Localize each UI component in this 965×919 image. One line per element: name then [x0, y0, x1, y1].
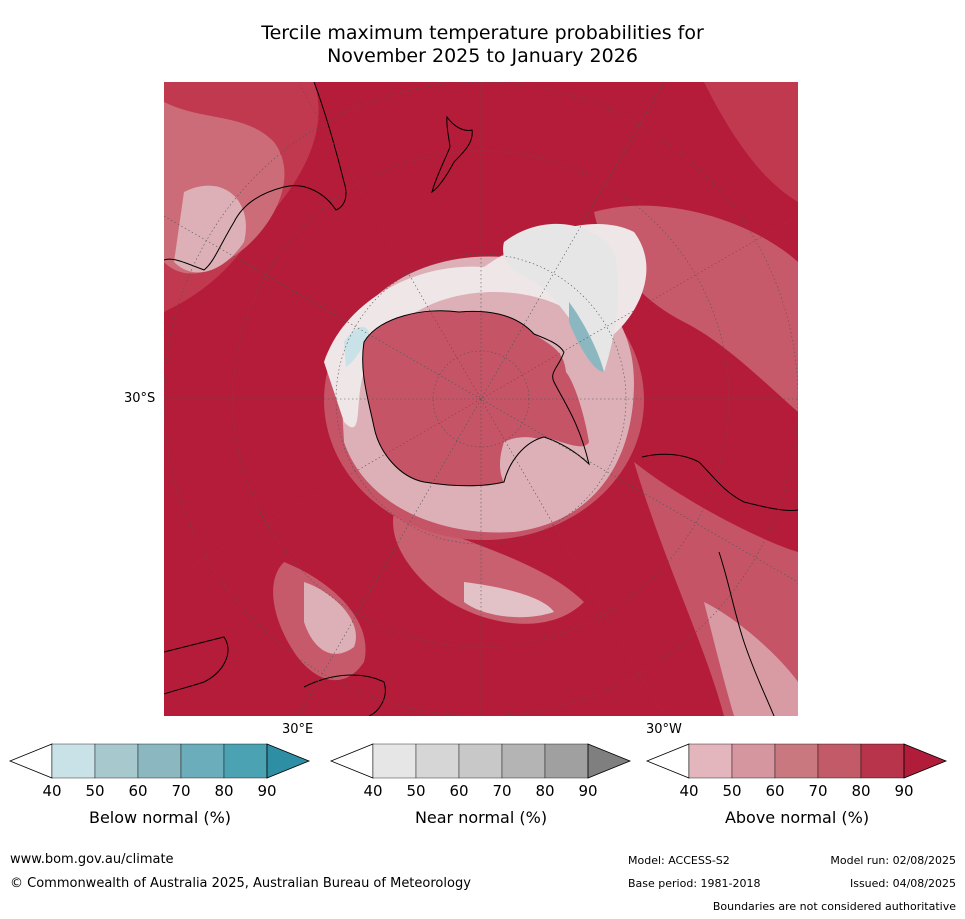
above-normal-70-band [393, 512, 584, 624]
colorbar-below-tick: 60 [128, 782, 148, 800]
antarctic-peninsula-region [499, 437, 569, 492]
footer-model-run: Model run: 02/08/2025 [830, 854, 956, 867]
colorbar-above-max-arrow [903, 743, 948, 779]
lon-label-30w: 30°W [646, 722, 682, 737]
colorbar-above-segment [860, 743, 905, 779]
colorbar-above-segment [688, 743, 733, 779]
colorbar-legend [8, 743, 948, 779]
colorbar-below-segment [51, 743, 96, 779]
colorbar-above-segment [817, 743, 862, 779]
colorbar-below-tick: 70 [171, 782, 191, 800]
colorbar-above-segment [731, 743, 776, 779]
below-normal-patch [569, 302, 604, 372]
graticule-circle-60s [335, 253, 627, 545]
above-normal-60-patch [174, 185, 246, 273]
footer-base-period: Base period: 1981-2018 [628, 877, 761, 890]
colorbar-near-segment [415, 743, 460, 779]
colorbar-near-min-arrow [329, 743, 374, 779]
colorbar-above-tick: 80 [851, 782, 871, 800]
colorbar-near-tick: 70 [492, 782, 512, 800]
below-normal-patch-w [344, 326, 369, 367]
colorbar-label-near: Near normal (%) [414, 808, 548, 827]
colorbar-above-min-arrow [645, 743, 690, 779]
colorbar-below-tick: 40 [42, 782, 62, 800]
colorbar-below-segment [180, 743, 225, 779]
title-line-2: November 2025 to January 2026 [327, 45, 638, 67]
colorbar-below-tick: 90 [257, 782, 277, 800]
colorbar-near-segment [501, 743, 546, 779]
colorbar-near-tick: 50 [406, 782, 426, 800]
probability-map [164, 82, 798, 716]
australia-coastline [164, 82, 347, 271]
map-title: Tercile maximum temperature probabilitie… [0, 22, 965, 68]
colorbar-below-segment [94, 743, 139, 779]
colorbar-near-segment [372, 743, 417, 779]
colorbar-above-tick: 60 [765, 782, 785, 800]
colorbar-label-above: Above normal (%) [724, 808, 870, 827]
colorbar-below-min-arrow [8, 743, 53, 779]
footer-model: Model: ACCESS-S2 [628, 854, 730, 867]
new-zealand-coastline [431, 115, 473, 194]
colorbar-near-tick: 60 [449, 782, 469, 800]
colorbar-above-segment [774, 743, 819, 779]
south-america-coastline [641, 453, 798, 511]
footer-issued: Issued: 04/08/2025 [849, 877, 956, 890]
colorbar-above-tick: 50 [722, 782, 742, 800]
lon-label-30e: 30°E [282, 722, 314, 737]
africa-coastline [164, 636, 229, 695]
colorbar-below-segment [137, 743, 182, 779]
lat-label-30s: 30°S [124, 391, 156, 406]
colorbar-near-segment [544, 743, 589, 779]
footer-disclaimer: Boundaries are not considered authoritat… [712, 900, 956, 913]
colorbar-below-max-arrow [266, 743, 311, 779]
colorbar-below-segment [223, 743, 268, 779]
footer-url: www.bom.gov.au/climate [10, 852, 174, 867]
madagascar-coastline [303, 674, 386, 716]
south-america-west-coastline [718, 551, 775, 716]
colorbar-near-max-arrow [587, 743, 632, 779]
colorbar-near-segment [458, 743, 503, 779]
antarctica-region [362, 310, 589, 486]
above-normal-80-patch-ne [704, 82, 798, 202]
antarctica-coastline [362, 310, 590, 487]
above-normal-60-patch-se [704, 602, 798, 716]
colorbar-above-tick: 70 [808, 782, 828, 800]
colorbar-label-below: Below normal (%) [88, 808, 232, 827]
title-line-1: Tercile maximum temperature probabilitie… [261, 22, 704, 44]
near-normal-60-patch [503, 223, 619, 372]
above-normal-60-patch-sw [304, 582, 356, 654]
above-normal-50-band [464, 582, 554, 618]
colorbar-near-tick: 40 [363, 782, 383, 800]
colorbar-below-tick: 50 [85, 782, 105, 800]
colorbar-above-tick: 90 [894, 782, 914, 800]
colorbar-below-tick: 80 [214, 782, 234, 800]
footer-copyright: © Commonwealth of Australia 2025, Austra… [10, 876, 471, 891]
graticule [164, 82, 798, 716]
colorbar-near-tick: 80 [535, 782, 555, 800]
colorbar-above-tick: 40 [679, 782, 699, 800]
colorbar-near-tick: 90 [578, 782, 598, 800]
